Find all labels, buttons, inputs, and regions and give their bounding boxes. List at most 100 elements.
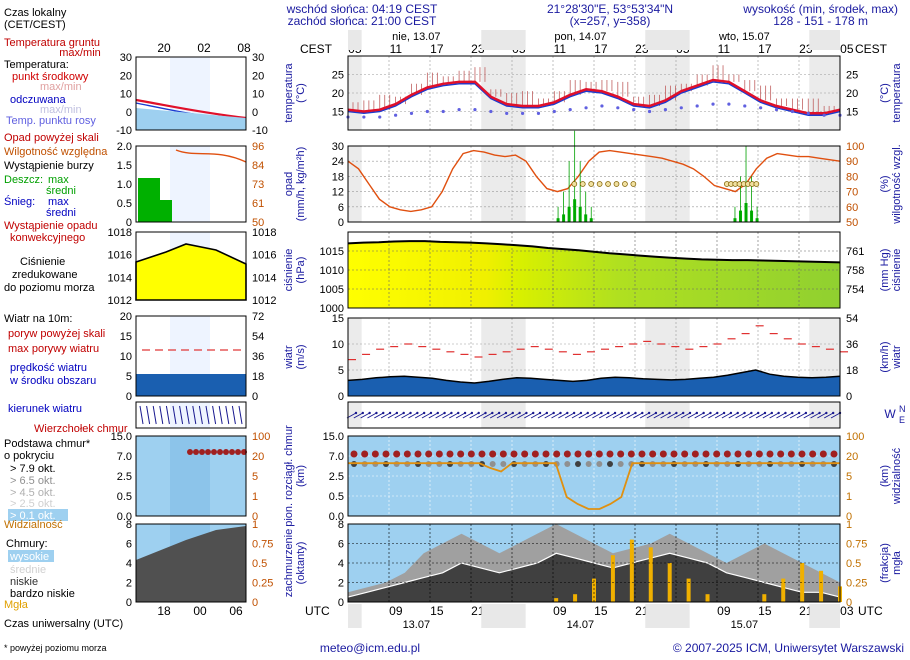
cloud-top-dot (435, 450, 443, 458)
mini-left-tick: 1012 (108, 295, 132, 307)
cloud-top-dot (563, 450, 571, 458)
utc-tick: 15 (758, 604, 772, 618)
cloud-top-dot (777, 450, 785, 458)
temp-left-tick: 15 (332, 107, 344, 119)
wind-arrow-head (572, 411, 576, 415)
wind-arrow-head (497, 411, 501, 415)
dew-point-dot (774, 108, 779, 112)
okt-25-label: > 2.5 okt. (10, 498, 56, 510)
wind-arrow-head (600, 411, 603, 415)
cloud-top-dot (691, 450, 699, 458)
grid-point: (x=257, y=358) (570, 14, 651, 28)
cloud-top-dot (713, 450, 721, 458)
wind-arrow-head (477, 411, 480, 415)
mini-right-tick: 0.25 (252, 578, 273, 590)
wind-area-label: w środku obszaru (9, 375, 96, 387)
night-band (348, 146, 362, 222)
wind-arrow-head (607, 411, 610, 415)
okt-01-box (8, 509, 68, 521)
utc-label-left: UTC (305, 604, 330, 618)
cover-left-tick: 6 (338, 539, 344, 551)
mini-wind-arrow (212, 405, 217, 425)
wind-speed-label: prędkość wiatru (10, 362, 87, 374)
storm-marker (596, 181, 603, 187)
mini-left-tick: 4 (126, 558, 132, 570)
medium-label: średnie (10, 564, 46, 576)
okt-01-label: > 0.1 okt. (10, 510, 56, 522)
mini-left-tick: 1018 (108, 227, 132, 239)
cloud-top-dot (627, 450, 635, 458)
mini-border (135, 145, 247, 223)
day-label-top: wto, 15.07 (718, 31, 770, 43)
mini-wind-arrow (225, 405, 230, 425)
altitude-label: wysokość (min, środek, max) (742, 2, 898, 16)
rain-max-label: max (48, 174, 69, 186)
wind-arrow-head (586, 411, 589, 415)
mini-left-tick: 10 (120, 351, 132, 363)
dew-point-dot (743, 104, 747, 108)
cloud-base-dot (564, 461, 571, 467)
wind-arrow-head (797, 411, 801, 415)
wind-arrow (776, 412, 786, 419)
wind-dir-label: kierunek wiatru (8, 403, 82, 415)
mini-left-tick: 15 (120, 331, 132, 343)
wind-right-tick: 54 (846, 313, 858, 325)
visibility-label: Widzialność (4, 519, 63, 531)
mini-cloud-top-dot (211, 449, 217, 455)
mini-cloud-top-dot (229, 449, 235, 455)
cloud-title-left: pion. rozciągł. chmur (km) (283, 425, 307, 527)
mini-right-tick: 1 (252, 519, 258, 531)
max-gusts-label: max porywy wiatru (8, 343, 99, 355)
utc-label-right: UTC (858, 604, 883, 618)
wind-arrow (571, 412, 582, 419)
wind-arrow (523, 412, 534, 419)
humidity-right-tick: 100 (846, 141, 864, 153)
mini-right-tick: 1018 (252, 227, 276, 239)
mini-cloud-top-dot (205, 449, 211, 455)
wind-title-right-unit: wiatr (891, 345, 903, 370)
cloud-top-dot (467, 450, 475, 458)
cloud-left-tick: 0.5 (329, 491, 344, 503)
mini-right-tick: 36 (252, 351, 264, 363)
cloud-top-dot (819, 450, 827, 458)
panel-border (347, 231, 841, 309)
cover-left-tick: 0 (338, 597, 344, 609)
contact-email[interactable]: meteo@icm.edu.pl (320, 641, 420, 655)
cest-tick: 17 (594, 42, 608, 56)
mini-left-tick: 30 (120, 52, 132, 64)
visibility-right-tick: 20 (846, 451, 858, 463)
cloud-top-dot (766, 450, 774, 458)
fog-right-tick: 0.5 (846, 558, 861, 570)
wind-arrow-head (668, 411, 671, 415)
dew-point-dot (505, 111, 509, 115)
utc-mini-tick: 06 (229, 604, 243, 618)
press-title-right-unit: ciśnienie (891, 249, 903, 292)
visibility-title-right-unit: widzialność (891, 447, 903, 505)
night-band (348, 56, 362, 130)
cloud-top-dot (734, 450, 742, 458)
wind-arrow-head (429, 411, 433, 415)
wind-arrow (585, 412, 595, 419)
wind-arrow (449, 412, 459, 419)
wind-arrow-head (688, 411, 692, 415)
wind-arrow (612, 412, 623, 419)
mini-right-tick: 1012 (252, 295, 276, 307)
wind-arrow (367, 412, 377, 419)
wind-arrow (619, 412, 629, 419)
fog-bar (554, 598, 559, 602)
mini-cloud-top-dot (193, 449, 199, 455)
day-label-bottom: 15.07 (731, 619, 759, 631)
compass-w: W (884, 407, 896, 421)
mini-right-tick: 0.5 (252, 558, 267, 570)
wind-arrow (353, 412, 364, 419)
wind-left-tick: 15 (332, 313, 344, 325)
wind-arrow-head (743, 411, 746, 415)
mini-left-tick: 0 (126, 107, 132, 119)
cest-tick: 11 (390, 42, 403, 56)
storm-label: Wystąpienie burzy (4, 160, 94, 172)
wind-arrow-head (722, 411, 726, 415)
precip-left-tick: 0 (338, 217, 344, 229)
humidity-label: Wilgotność względna (4, 146, 108, 158)
soil-temp-label: Temperatura gruntu (4, 37, 100, 49)
cloud-top-dot (745, 450, 753, 458)
